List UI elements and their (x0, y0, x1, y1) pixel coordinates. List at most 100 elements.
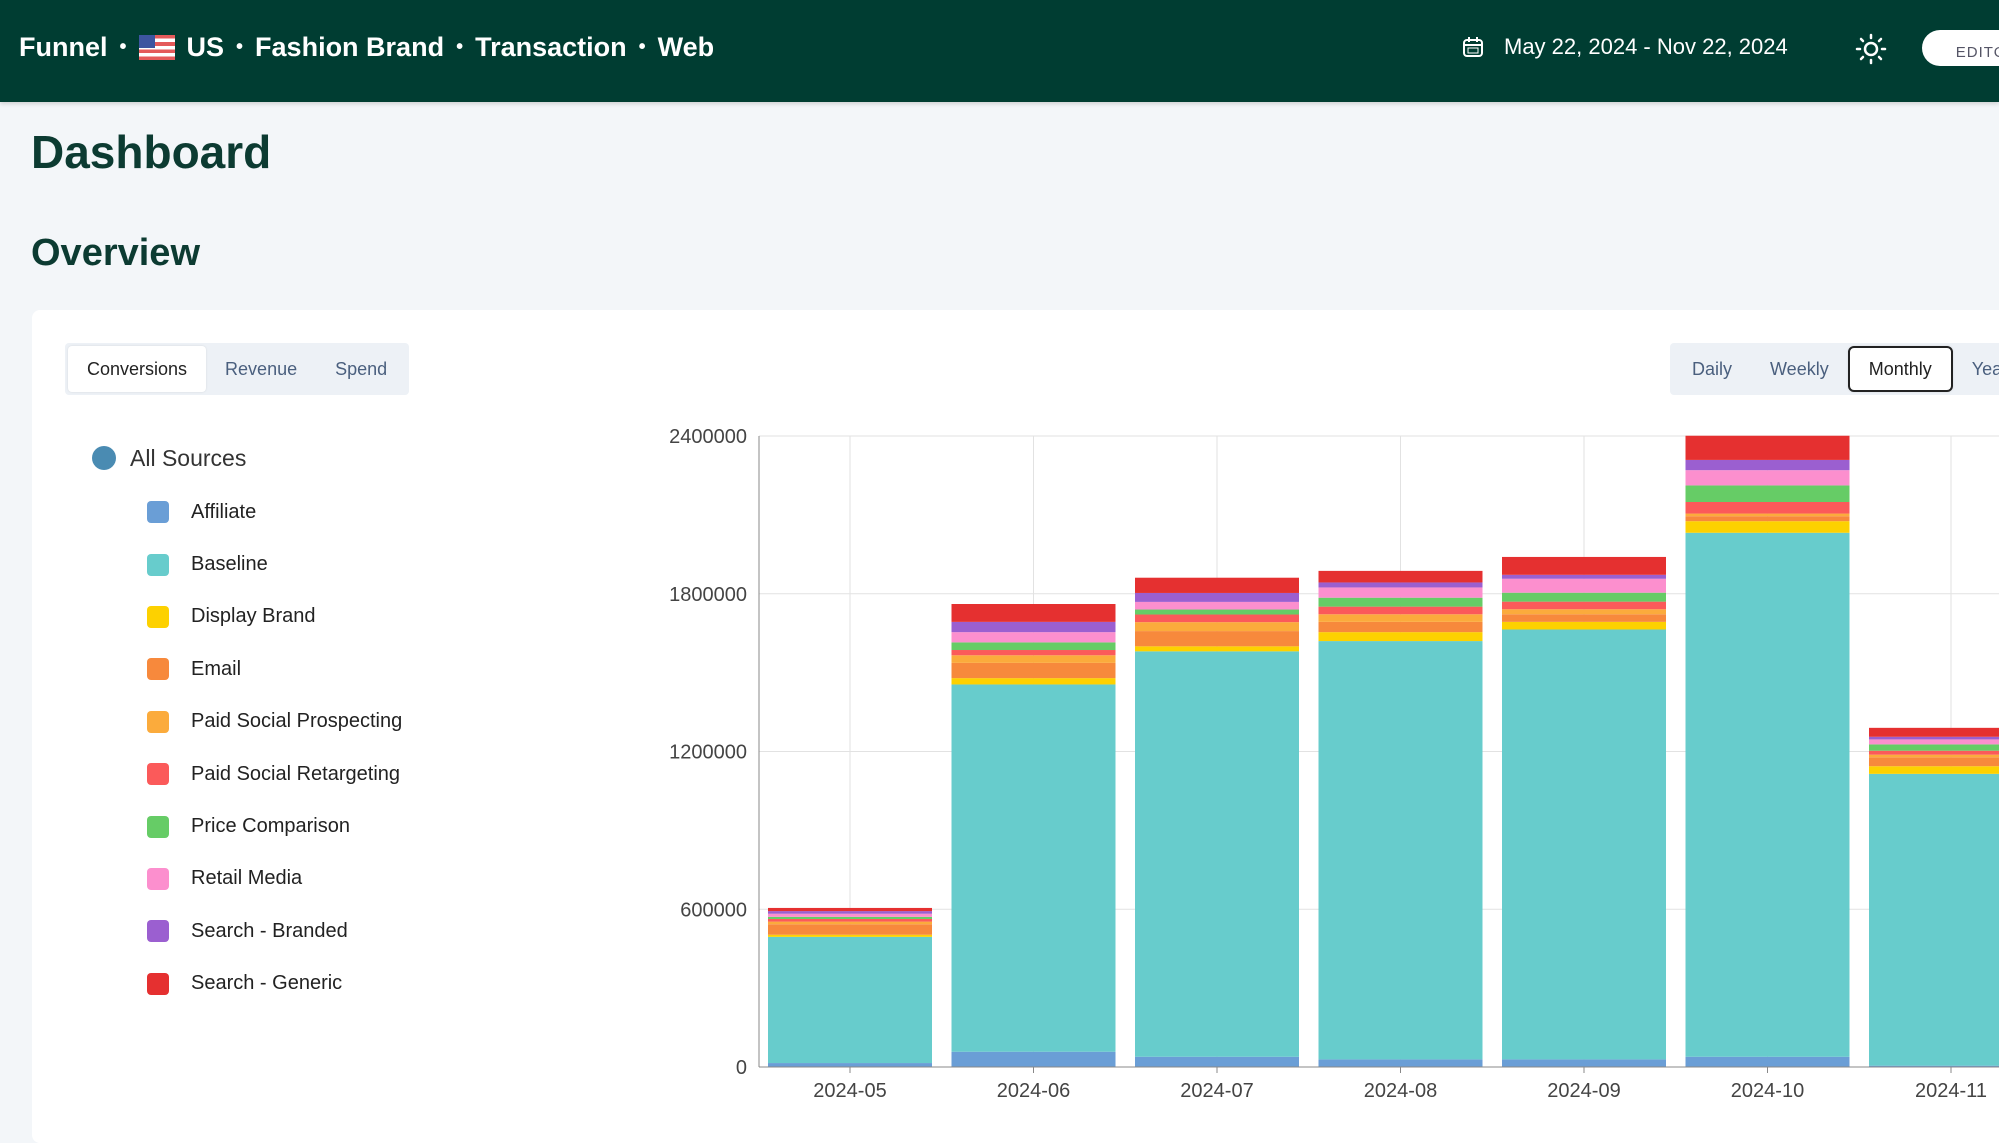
bar-segment-affiliate[interactable] (1502, 1059, 1666, 1067)
bar-segment-paid-social-prospecting[interactable] (1685, 513, 1850, 517)
bar-segment-retail-media[interactable] (1685, 470, 1850, 486)
legend-swatch-icon (147, 658, 169, 681)
bar-segment-search-branded[interactable] (1685, 459, 1850, 471)
bar-segment-display-brand[interactable] (1685, 521, 1850, 533)
legend-item[interactable]: Paid Social Prospecting (72, 696, 402, 748)
tab-daily[interactable]: Daily (1692, 358, 1733, 379)
legend-item[interactable]: Display Brand (72, 591, 402, 643)
bar-segment-display-brand[interactable] (1135, 646, 1299, 652)
bar-segment-baseline[interactable] (1318, 641, 1483, 1060)
bar-segment-baseline[interactable] (951, 684, 1116, 1052)
legend-all-sources[interactable]: All Sources (72, 430, 402, 486)
tab-conversions[interactable]: Conversions (68, 346, 207, 392)
crumb-funnel[interactable]: Funnel (19, 32, 108, 62)
bar-segment-baseline[interactable] (1685, 532, 1850, 1057)
bar-segment-paid-social-retargeting[interactable] (1135, 614, 1299, 623)
bar-segment-search-branded[interactable] (1869, 736, 1999, 740)
bar-segment-search-generic[interactable] (1318, 570, 1483, 583)
bar-segment-search-branded[interactable] (1502, 574, 1666, 579)
bar-segment-search-branded[interactable] (951, 621, 1116, 633)
bar-segment-display-brand[interactable] (768, 934, 932, 937)
date-range-picker[interactable]: May 22, 2024 - Nov 22, 2024 (1462, 34, 1788, 60)
bar-segment-retail-media[interactable] (768, 913, 932, 917)
bar-segment-search-branded[interactable] (1318, 582, 1483, 588)
bar-segment-price-comparison[interactable] (1318, 597, 1483, 607)
bar-segment-paid-social-retargeting[interactable] (1502, 601, 1666, 610)
bar-segment-email[interactable] (1318, 621, 1483, 633)
bar-segment-paid-social-prospecting[interactable] (1869, 754, 1999, 758)
bar-segment-price-comparison[interactable] (768, 916, 932, 919)
x-tick-label: 2024-07 (1180, 1080, 1253, 1102)
bar-segment-price-comparison[interactable] (951, 642, 1116, 651)
bar-segment-affiliate[interactable] (1318, 1059, 1483, 1067)
bar-segment-baseline[interactable] (1502, 629, 1666, 1060)
bar-segment-affiliate[interactable] (951, 1051, 1116, 1067)
bar-segment-retail-media[interactable] (1869, 739, 1999, 745)
crumb-event[interactable]: Transaction (475, 32, 627, 62)
editor-button[interactable]: EDITOR (1922, 30, 1999, 66)
legend-item[interactable]: Email (72, 643, 402, 695)
bar-segment-retail-media[interactable] (1318, 587, 1483, 598)
bar-segment-retail-media[interactable] (951, 632, 1116, 643)
bar-segment-paid-social-prospecting[interactable] (1502, 609, 1666, 615)
bar-segment-paid-social-retargeting[interactable] (1869, 750, 1999, 755)
bar-segment-display-brand[interactable] (1318, 632, 1483, 642)
legend-item[interactable]: Search - Branded (72, 905, 402, 957)
bar-segment-retail-media[interactable] (1135, 601, 1299, 610)
bar-segment-search-generic[interactable] (951, 604, 1116, 622)
bar-segment-price-comparison[interactable] (1502, 592, 1666, 602)
bar-segment-paid-social-prospecting[interactable] (768, 921, 932, 925)
bar-segment-email[interactable] (1869, 757, 1999, 767)
bar-segment-search-generic[interactable] (768, 907, 932, 912)
bar-segment-search-generic[interactable] (1685, 435, 1850, 460)
bar-segment-affiliate[interactable] (768, 1063, 932, 1067)
bar-segment-search-generic[interactable] (1135, 577, 1299, 593)
tab-spend[interactable]: Spend (335, 358, 388, 379)
bar-segment-affiliate[interactable] (1135, 1056, 1299, 1067)
bar-segment-paid-social-prospecting[interactable] (1318, 614, 1483, 622)
bar-segment-paid-social-retargeting[interactable] (1685, 501, 1850, 514)
page-title: Dashboard (31, 126, 272, 178)
crumb-platform[interactable]: Web (657, 32, 715, 62)
bar-segment-email[interactable] (1135, 631, 1299, 647)
bar-segment-email[interactable] (1685, 516, 1850, 522)
legend-item[interactable]: Affiliate (72, 486, 402, 538)
tab-monthly[interactable]: Monthly (1847, 346, 1953, 392)
bar-segment-search-generic[interactable] (1869, 727, 1999, 737)
bar-segment-price-comparison[interactable] (1685, 485, 1850, 502)
bar-segment-paid-social-retargeting[interactable] (1318, 606, 1483, 615)
bar-segment-display-brand[interactable] (1869, 766, 1999, 774)
bar-segment-price-comparison[interactable] (1135, 609, 1299, 615)
bar-segment-search-branded[interactable] (768, 911, 932, 914)
crumb-country[interactable]: US (186, 32, 225, 62)
legend-item[interactable]: Retail Media (72, 853, 402, 905)
legend-item[interactable]: Paid Social Retargeting (72, 748, 402, 800)
legend-label: Search - Generic (191, 972, 343, 995)
bar-segment-display-brand[interactable] (951, 678, 1116, 685)
bar-segment-baseline[interactable] (1135, 651, 1299, 1057)
bar-segment-affiliate[interactable] (1869, 1065, 1999, 1067)
theme-toggle-sun-icon[interactable] (1855, 33, 1887, 65)
bar-segment-paid-social-prospecting[interactable] (951, 655, 1116, 663)
bar-segment-search-branded[interactable] (1135, 592, 1299, 602)
bar-segment-search-generic[interactable] (1502, 556, 1666, 575)
legend-item[interactable]: Baseline (72, 538, 402, 590)
bar-segment-email[interactable] (768, 924, 932, 935)
tab-revenue[interactable]: Revenue (225, 358, 298, 379)
bar-segment-paid-social-retargeting[interactable] (951, 650, 1116, 656)
bar-segment-retail-media[interactable] (1502, 578, 1666, 593)
bar-segment-email[interactable] (1502, 614, 1666, 622)
bar-segment-baseline[interactable] (768, 936, 932, 1064)
bar-segment-email[interactable] (951, 662, 1116, 679)
bar-segment-price-comparison[interactable] (1869, 744, 1999, 751)
tab-weekly[interactable]: Weekly (1770, 358, 1829, 379)
bar-segment-display-brand[interactable] (1502, 621, 1666, 630)
bar-segment-baseline[interactable] (1869, 773, 1999, 1066)
bar-segment-paid-social-retargeting[interactable] (768, 918, 932, 922)
legend-item[interactable]: Search - Generic (72, 958, 402, 1010)
bar-segment-affiliate[interactable] (1685, 1056, 1850, 1067)
tab-yearly[interactable]: Yearly (1971, 358, 1999, 379)
legend-item[interactable]: Price Comparison (72, 800, 402, 852)
crumb-brand[interactable]: Fashion Brand (255, 32, 445, 62)
bar-segment-paid-social-prospecting[interactable] (1135, 622, 1299, 632)
